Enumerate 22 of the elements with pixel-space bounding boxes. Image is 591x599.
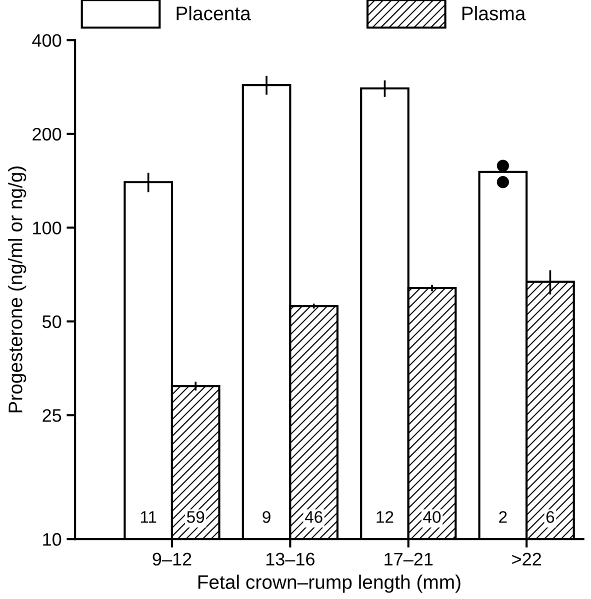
y-axis-title: Progesterone (ng/ml or ng/g) — [8, 166, 26, 412]
annotation: 11 — [140, 511, 156, 523]
x-tick-label: 9–12 — [152, 552, 192, 566]
y-tick-label: 10 — [43, 533, 62, 546]
annotation: 59 — [187, 511, 204, 523]
annotation: 46 — [304, 511, 322, 523]
y-tick-label: 50 — [42, 315, 62, 328]
y-tick-label: 200 — [32, 128, 62, 141]
x-tick-label: >22 — [512, 552, 541, 566]
x-axis-title: Fetal crown–rump length (mm) — [198, 574, 460, 593]
x-tick-label: 17–21 — [384, 552, 433, 566]
y-tick-label: 100 — [33, 222, 62, 234]
annotation: 40 — [423, 511, 441, 523]
annotation: 6 — [546, 511, 554, 523]
y-tick-label: 400 — [32, 34, 62, 47]
x-tick-label: 13–16 — [266, 552, 314, 566]
annotation: 9 — [262, 511, 270, 523]
annotation: 2 — [499, 511, 507, 523]
annotation: 12 — [376, 511, 394, 523]
legend-label: Placenta — [176, 6, 251, 20]
legend-label: Plasma — [462, 6, 526, 20]
y-tick-label: 25 — [42, 409, 62, 422]
